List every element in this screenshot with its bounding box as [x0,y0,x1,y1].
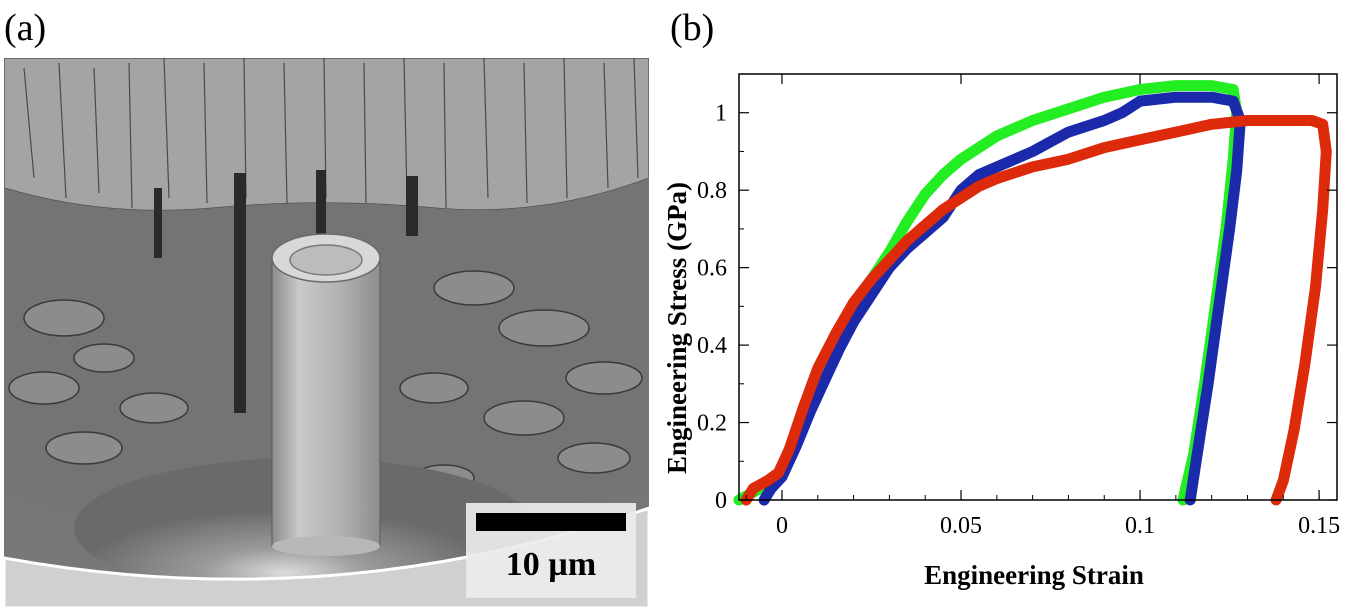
x-tick-label: 0.15 [1298,513,1340,539]
x-tick-label: 0 [776,513,788,539]
columnar-grains [4,58,649,212]
stress-strain-chart: 0 0.05 0.1 0.15 0 0.2 0.4 0.6 0.8 1 Engineering S… [662,73,1340,590]
series-line-3 [740,115,1332,506]
y-tick-label: 0.8 [697,178,727,204]
scale-bar-label: 10 µm [506,546,596,583]
y-tick-label: 0.4 [697,333,727,359]
panel-label-b: (b) [670,7,715,49]
y-tick-label: 0 [715,488,727,514]
x-tick-label: 0.1 [1125,513,1155,539]
plot-series [733,80,1332,506]
scale-bar-line [476,513,626,531]
scale-bar: 10 µm [466,503,636,598]
sem-micrograph: 10 µm [4,58,649,608]
y-tick-label: 1 [715,101,727,127]
panel-label-a: (a) [4,7,47,49]
y-tick-label: 0.2 [697,411,727,437]
grooves [154,170,418,413]
x-axis-label: Engineering Strain [924,560,1144,590]
axis-ticks: 0 0.05 0.1 0.15 0 0.2 0.4 0.6 0.8 1 [697,73,1340,539]
y-tick-label: 0.6 [697,256,727,282]
series-line-1 [733,80,1243,506]
series-line-2 [758,91,1246,506]
y-axis-label: Engineering Stress (GPa) [662,182,692,474]
micropillar [271,233,381,556]
plot-frame [738,73,1338,501]
x-tick-label: 0.05 [940,513,982,539]
